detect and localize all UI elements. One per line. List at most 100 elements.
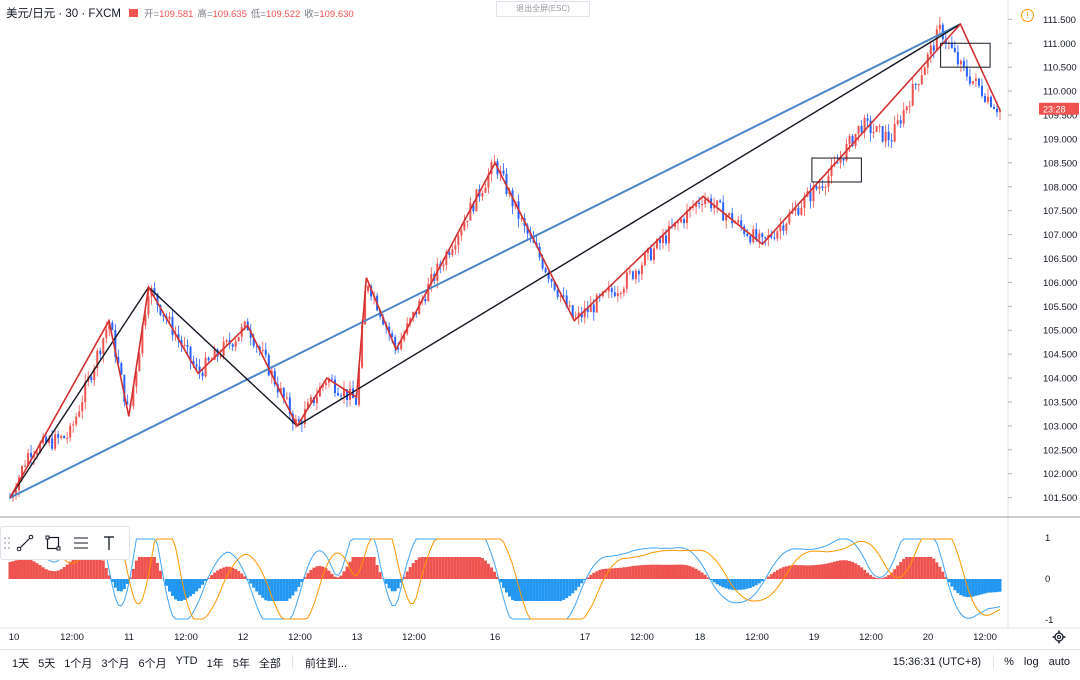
clock-display[interactable]: 15:36:31 (UTC+8) — [892, 656, 982, 668]
range-button-1[interactable]: 5天 — [38, 658, 56, 670]
candle — [950, 42, 953, 48]
candle — [604, 291, 607, 293]
candle — [571, 305, 574, 319]
candle — [553, 281, 556, 291]
candle — [631, 271, 634, 279]
range-button-4[interactable]: 6个月 — [138, 658, 167, 670]
symbol-header: 美元/日元 · 30 · FXCM 开=109.581 高=109.635 低=… — [6, 4, 358, 22]
time-axis-label: 11 — [124, 632, 134, 643]
candle — [448, 252, 451, 255]
price-axis-label: 102.500 — [1043, 445, 1077, 456]
candle — [135, 371, 138, 387]
candle — [361, 324, 364, 368]
candle — [66, 437, 69, 439]
range-buttons: 1天 5天 1个月 3个月 6个月 YTD 1年 5年 全部 前往到... — [12, 655, 356, 671]
candle — [364, 291, 367, 325]
candle — [607, 288, 610, 292]
exit-fullscreen-button[interactable]: 退出全屏(ESC) — [496, 1, 590, 17]
range-button-5[interactable]: YTD — [175, 655, 198, 667]
candle — [484, 187, 487, 193]
candle — [409, 318, 412, 324]
range-button-7[interactable]: 5年 — [232, 658, 250, 670]
candle — [836, 162, 839, 164]
candle — [716, 200, 719, 206]
candle — [382, 316, 385, 325]
candle — [968, 76, 971, 84]
candle — [613, 292, 616, 297]
candle — [592, 304, 595, 313]
price-axis-label: 105.500 — [1043, 302, 1077, 313]
auto-toggle[interactable]: auto — [1048, 656, 1070, 668]
flag-icon[interactable] — [129, 9, 139, 17]
time-axis-label: 12:00 — [630, 632, 654, 643]
candle — [237, 336, 240, 342]
candle — [72, 424, 75, 426]
candle — [306, 402, 309, 410]
candle — [90, 376, 93, 381]
drag-handle-icon[interactable] — [3, 533, 11, 553]
drawing-toolbar — [0, 526, 130, 560]
fib-tool-button[interactable] — [67, 529, 95, 557]
candle — [634, 270, 637, 279]
candle — [78, 411, 81, 417]
candle — [851, 135, 854, 147]
candle — [279, 388, 282, 393]
bottom-toolbar: 1天 5天 1个月 3个月 6个月 YTD 1年 5年 全部 前往到... 15:36:31 (U… — [0, 649, 1080, 676]
candle — [887, 131, 890, 141]
rectangle-tool-button[interactable] — [39, 529, 67, 557]
candle — [731, 213, 734, 224]
candle — [782, 225, 785, 231]
range-button-3[interactable]: 3个月 — [101, 658, 130, 670]
candle — [695, 202, 698, 208]
candle — [622, 288, 625, 294]
log-toggle[interactable]: log — [1023, 656, 1039, 668]
percent-toggle[interactable]: % — [1004, 656, 1014, 668]
range-button-8[interactable]: 全部 — [258, 658, 281, 670]
high-label: 高 — [197, 9, 207, 20]
candle — [36, 452, 39, 455]
candle — [959, 60, 962, 65]
candle — [845, 143, 848, 161]
warning-icon[interactable]: ! — [1021, 9, 1034, 22]
candle — [249, 330, 252, 339]
candle — [318, 387, 321, 397]
time-axis-label: 19 — [809, 632, 820, 643]
candle — [785, 223, 788, 231]
candle — [649, 248, 652, 261]
price-axis-label: 107.000 — [1043, 230, 1077, 241]
price-axis-label: 108.000 — [1043, 182, 1077, 193]
candle — [144, 314, 147, 326]
goto-date-button[interactable]: 前往到... — [304, 658, 348, 670]
candle — [132, 386, 135, 407]
candle — [881, 126, 884, 142]
candle — [231, 344, 234, 347]
osc-axis-label: 0 — [1045, 574, 1050, 585]
range-button-2[interactable]: 1个月 — [64, 658, 93, 670]
candle — [890, 140, 893, 142]
candle — [929, 45, 932, 55]
candle — [640, 265, 643, 275]
candle — [327, 378, 330, 383]
trendline-tool-button[interactable] — [11, 529, 39, 557]
candle — [255, 345, 258, 347]
candle — [595, 295, 598, 313]
price-axis-label: 105.000 — [1043, 326, 1077, 337]
candle — [815, 185, 818, 189]
settings-gear-icon[interactable] — [1052, 630, 1066, 644]
candle — [992, 106, 995, 109]
candle — [24, 465, 27, 467]
symbol-title[interactable]: 美元/日元 · 30 · FXCM — [6, 8, 122, 20]
candle — [189, 346, 192, 362]
candle — [905, 106, 908, 111]
text-tool-button[interactable] — [95, 529, 123, 557]
range-button-0[interactable]: 1天 — [12, 658, 30, 670]
candle — [667, 226, 670, 244]
candle — [764, 237, 767, 239]
candle — [234, 341, 237, 347]
candle — [713, 205, 716, 209]
candle — [550, 279, 553, 282]
price-axis-label: 111.500 — [1043, 15, 1076, 26]
range-button-6[interactable]: 1年 — [206, 658, 224, 670]
